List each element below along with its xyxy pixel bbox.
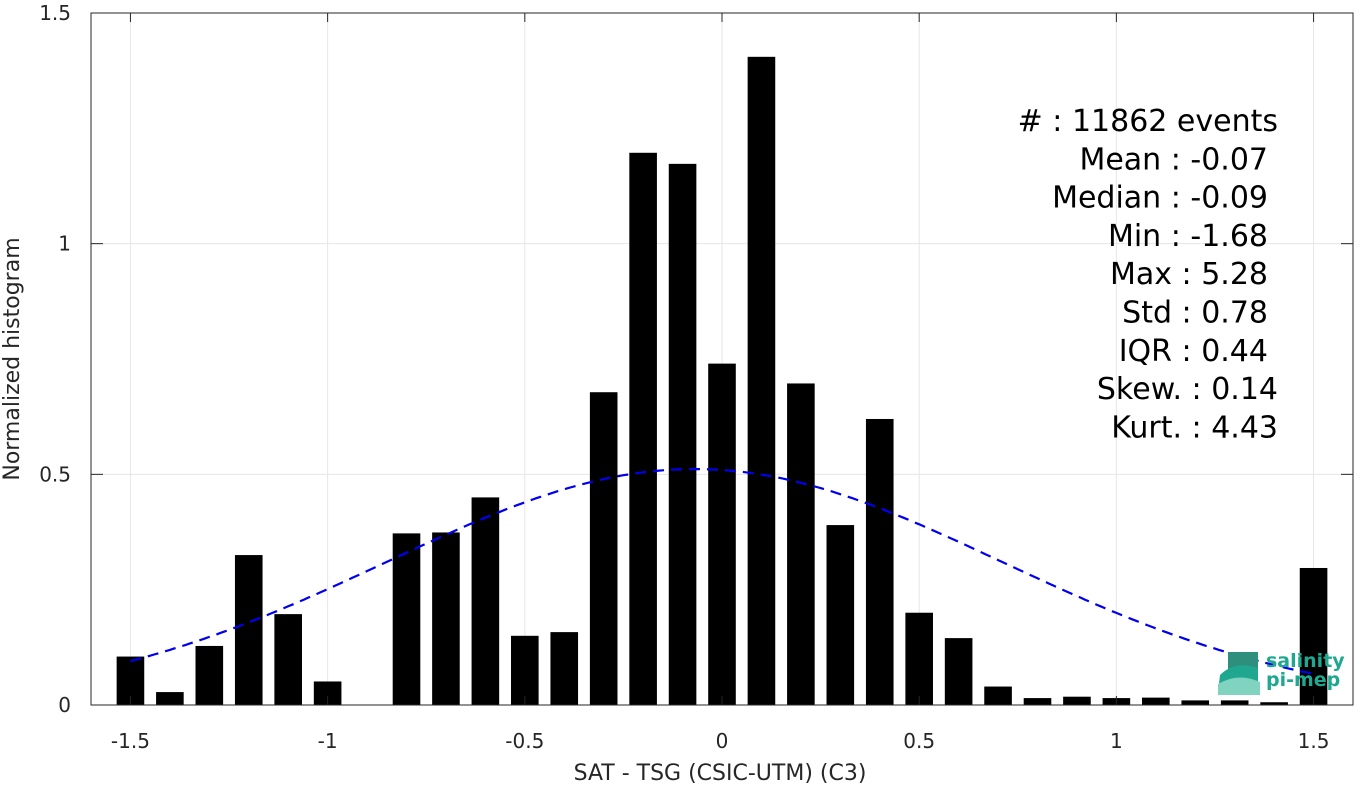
histogram-bar (1260, 702, 1288, 705)
histogram-bar (747, 56, 776, 706)
salinity-pi-mep-logo: salinity pi-mep (1218, 650, 1345, 695)
histogram-bar (1299, 567, 1328, 705)
histogram-bar (668, 163, 697, 705)
histogram-bar (1142, 697, 1170, 705)
histogram-bar (195, 645, 224, 705)
histogram-bar (787, 383, 815, 705)
histogram-bar (905, 612, 933, 705)
histogram-bar (274, 614, 302, 705)
histogram-bar (984, 686, 1012, 705)
x-tick-label: -0.5 (505, 729, 544, 753)
histogram-bar (1023, 698, 1052, 705)
histogram-bar (392, 533, 421, 705)
x-tick-label: -1.5 (111, 729, 150, 753)
stats-line: Min : -1.68 (1108, 219, 1268, 254)
y-axis-label: Normalized histogram (0, 237, 25, 480)
histogram-bar (589, 392, 618, 705)
logo-text-salinity: salinity (1266, 650, 1345, 672)
histogram-bar (234, 555, 263, 705)
stats-line: # : 11862 events (1018, 104, 1278, 139)
histogram-bar (511, 635, 539, 705)
x-tick-labels: -1.5 -1 -0.5 0 0.5 1 1.5 (111, 729, 1330, 753)
y-tick-label: 1 (58, 232, 71, 256)
x-tick-label: 0 (716, 729, 729, 753)
logo-icon (1218, 652, 1260, 695)
axis-ticks (91, 12, 1353, 706)
stats-line: Mean : -0.07 (1079, 142, 1268, 177)
y-tick-label: 1.5 (39, 1, 71, 25)
histogram-bars (116, 56, 1328, 706)
histogram-bar (865, 418, 894, 705)
x-axis-label: SAT - TSG (CSIC-UTM) (C3) (574, 761, 867, 785)
x-tick-label: 1.5 (1298, 729, 1330, 753)
histogram-bar (708, 363, 736, 705)
histogram-bar (1181, 700, 1210, 705)
x-tick-label: 0.5 (903, 729, 935, 753)
histogram-bar (826, 525, 855, 705)
normal-fit-curve (130, 467, 1314, 675)
histogram-bar (432, 532, 460, 705)
histogram-bar (156, 692, 184, 705)
stats-line: Std : 0.78 (1122, 296, 1268, 331)
histogram-bar (944, 638, 973, 705)
histogram-bar (1220, 700, 1249, 705)
logo-text-pi-mep: pi-mep (1266, 669, 1340, 691)
histogram-bar (471, 497, 500, 705)
histogram-bar (1063, 696, 1091, 705)
histogram-bar (313, 681, 342, 705)
x-tick-label: 1 (1110, 729, 1123, 753)
y-tick-labels: 0 0.5 1 1.5 (39, 1, 71, 717)
stats-line: Kurt. : 4.43 (1111, 410, 1278, 445)
stats-line: Max : 5.28 (1110, 257, 1268, 292)
stats-line: IQR : 0.44 (1119, 334, 1268, 369)
histogram-bar (629, 152, 657, 705)
y-tick-label: 0 (58, 693, 71, 717)
histogram-bar (550, 632, 579, 705)
stats-line: Skew. : 0.14 (1097, 372, 1278, 407)
stats-line: Median : -0.09 (1052, 181, 1268, 216)
y-tick-label: 0.5 (39, 462, 71, 486)
x-tick-label: -1 (318, 729, 338, 753)
